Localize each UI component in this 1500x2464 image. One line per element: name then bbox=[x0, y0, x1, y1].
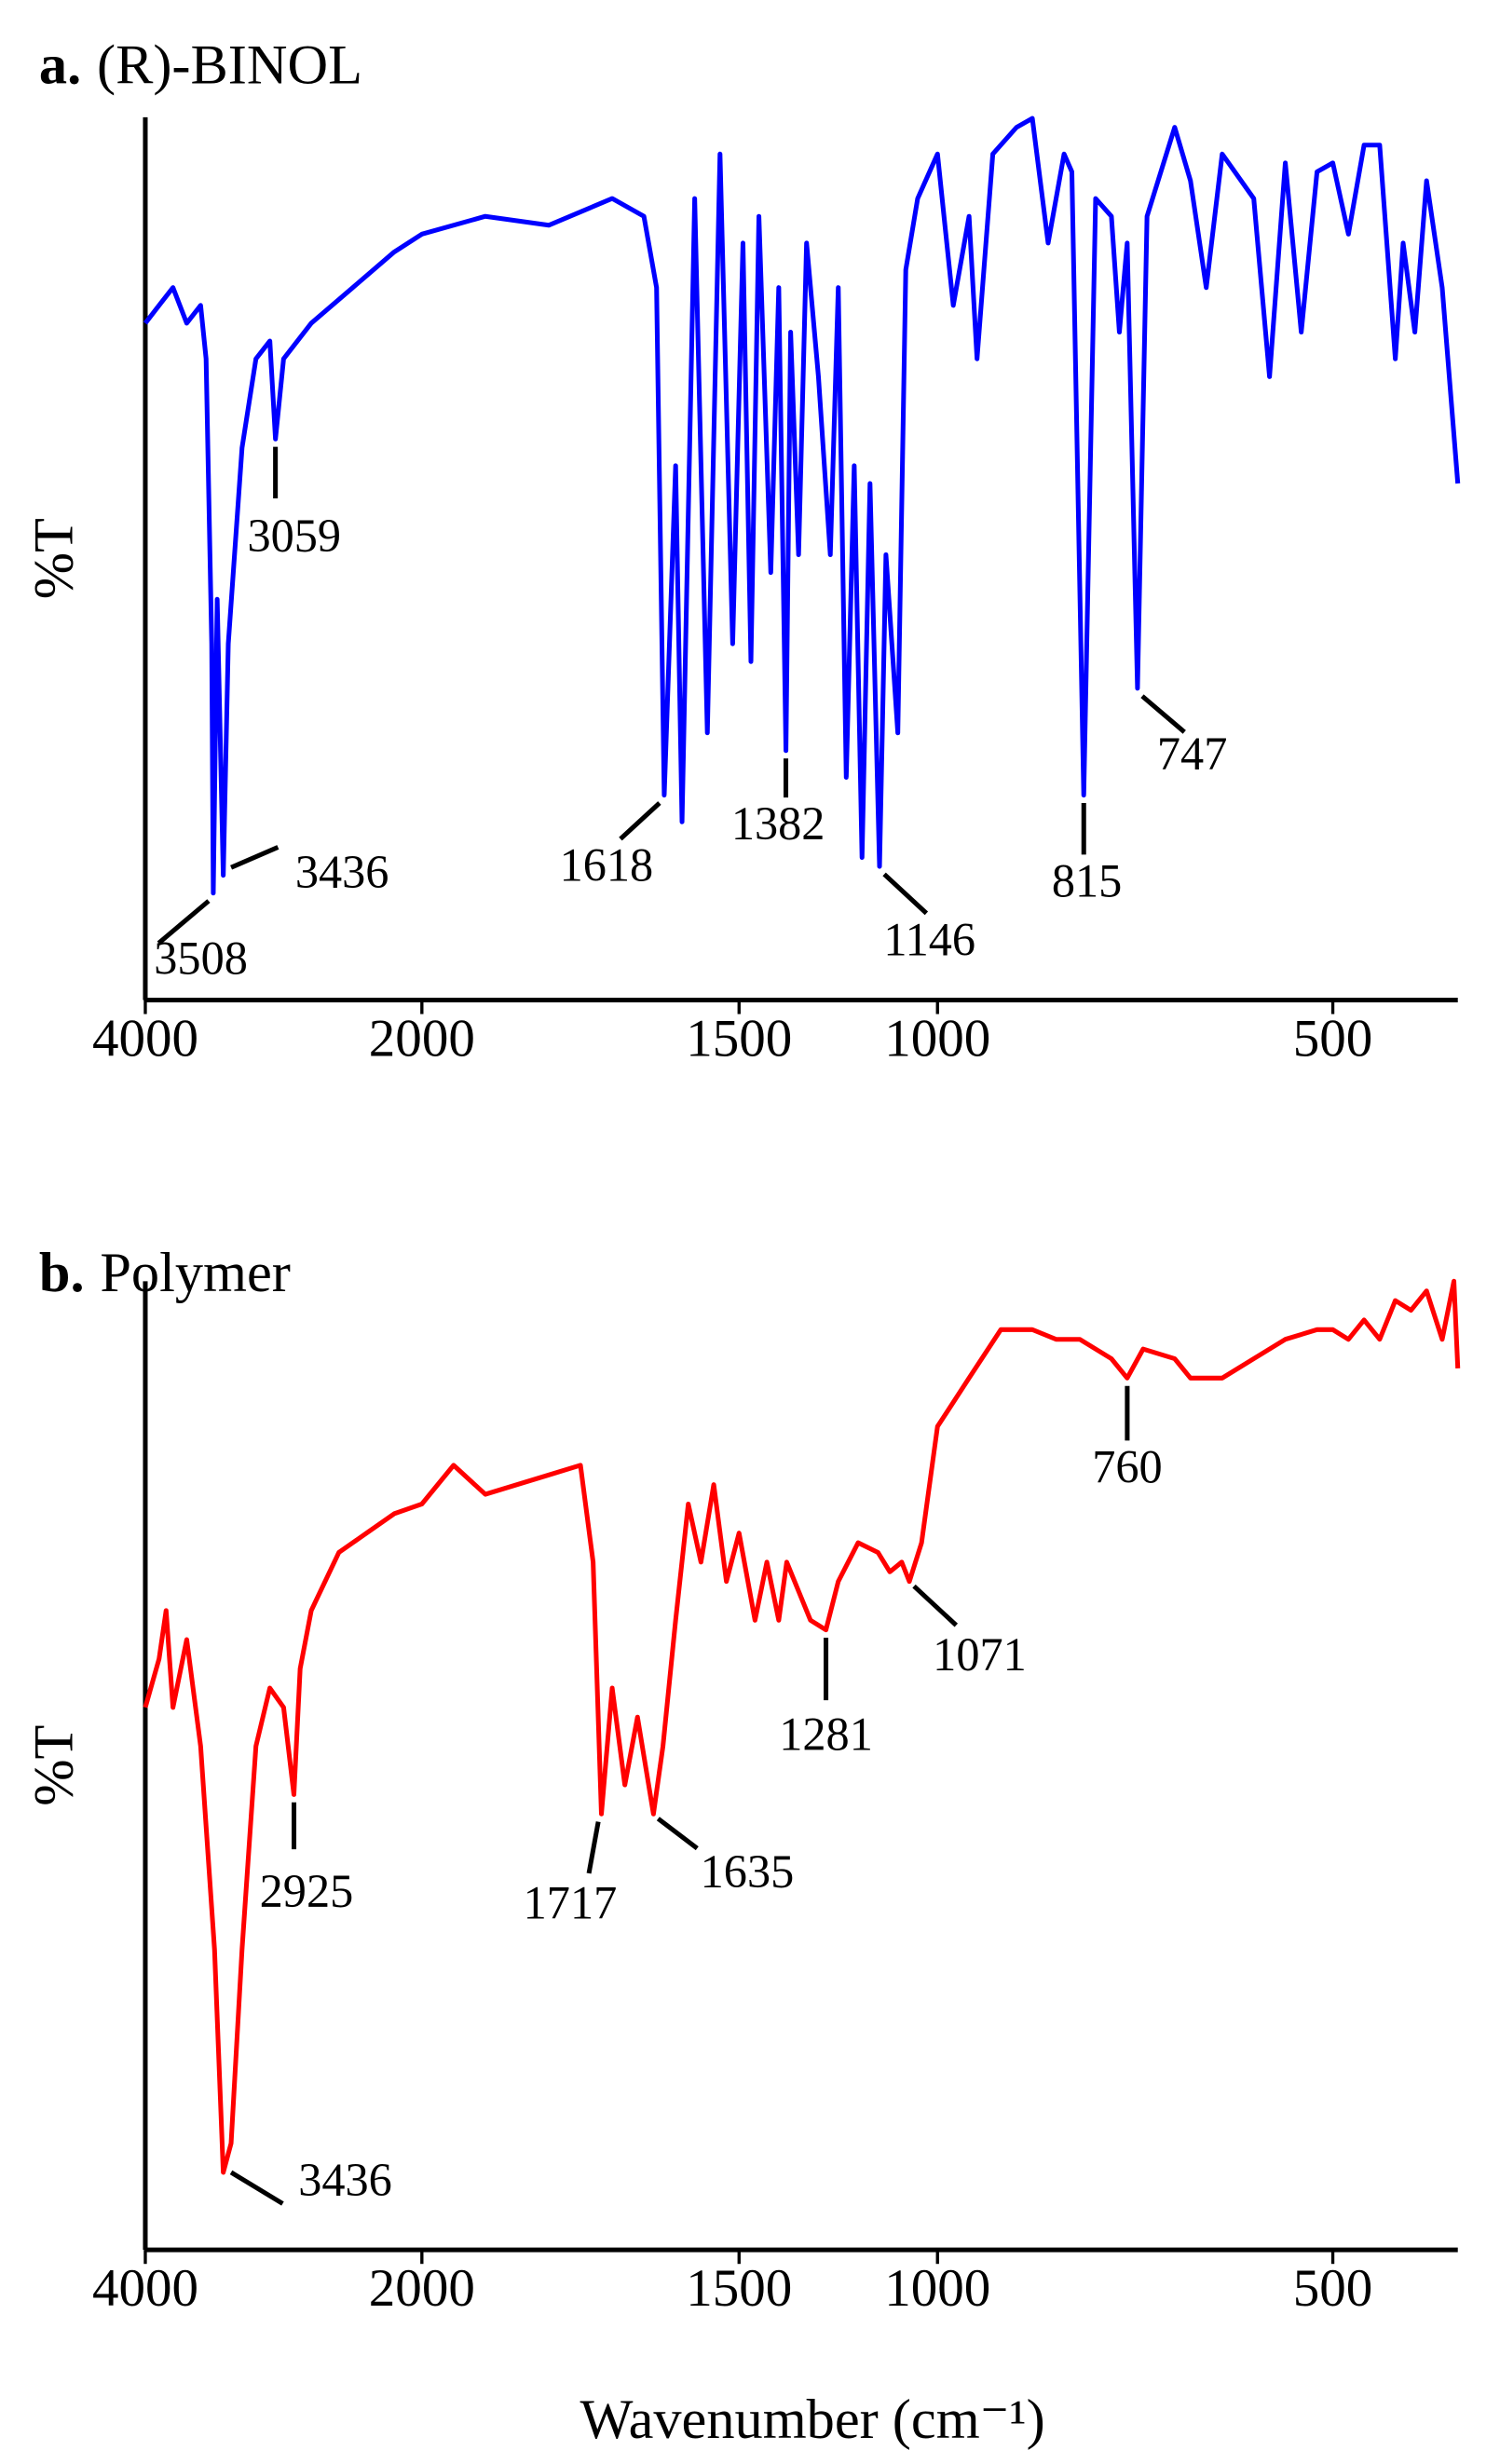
peak-label: 1635 bbox=[701, 1845, 795, 1898]
title: Polymer bbox=[100, 1242, 291, 1304]
x-tick-label: 1000 bbox=[884, 2259, 990, 2318]
leader-line bbox=[1140, 694, 1186, 734]
leader-line bbox=[229, 2170, 284, 2206]
leader-line bbox=[912, 1584, 959, 1627]
peak-label: 1281 bbox=[779, 1708, 873, 1761]
x-tick-label: 500 bbox=[1293, 1009, 1373, 1068]
peak-label: 815 bbox=[1052, 854, 1122, 906]
leader-line bbox=[882, 872, 929, 916]
x-tick-label: 1000 bbox=[884, 1009, 990, 1068]
leader-line bbox=[230, 845, 280, 870]
panel-label: a. bbox=[39, 34, 81, 96]
panel-title: b. Polymer bbox=[39, 1242, 291, 1304]
peak-label: 1071 bbox=[933, 1628, 1027, 1681]
x-tick-label: 2000 bbox=[369, 1009, 475, 1068]
leader-line bbox=[157, 899, 211, 946]
peak-label: 1717 bbox=[524, 1876, 618, 1928]
y-axis-label: %T bbox=[23, 518, 86, 599]
peak-label: 747 bbox=[1157, 728, 1227, 780]
x-tick-label: 4000 bbox=[92, 2259, 198, 2318]
x-tick-label: 1500 bbox=[686, 2259, 792, 2318]
leader-line bbox=[619, 801, 661, 841]
x-axis-label: Wavenumber (cm⁻¹) bbox=[580, 2389, 1044, 2451]
x-tick-label: 2000 bbox=[369, 2259, 475, 2318]
leader-line bbox=[586, 1821, 601, 1874]
x-tick-label: 500 bbox=[1293, 2259, 1373, 2318]
peak-label: 3436 bbox=[295, 846, 389, 898]
x-tick-label: 1500 bbox=[686, 1009, 792, 1068]
title: (R)-BINOL bbox=[97, 34, 362, 96]
y-axis-label: %T bbox=[23, 1725, 86, 1806]
panel-label: b. bbox=[39, 1242, 85, 1304]
leader-line bbox=[656, 1817, 699, 1851]
peak-label: 1618 bbox=[560, 839, 654, 892]
peak-label: 1382 bbox=[731, 797, 825, 850]
peak-label: 3059 bbox=[247, 510, 341, 562]
peak-label: 1146 bbox=[883, 913, 975, 965]
x-tick-label: 4000 bbox=[92, 1009, 198, 1068]
peak-label: 2925 bbox=[260, 1865, 354, 1917]
spectrum-line bbox=[143, 116, 1461, 896]
peak-label: 760 bbox=[1092, 1440, 1162, 1492]
panel-title: a. (R)-BINOL bbox=[39, 34, 362, 96]
peak-label: 3508 bbox=[154, 933, 248, 985]
spectrum-line bbox=[143, 1278, 1461, 2175]
peak-label: 3436 bbox=[298, 2154, 392, 2206]
